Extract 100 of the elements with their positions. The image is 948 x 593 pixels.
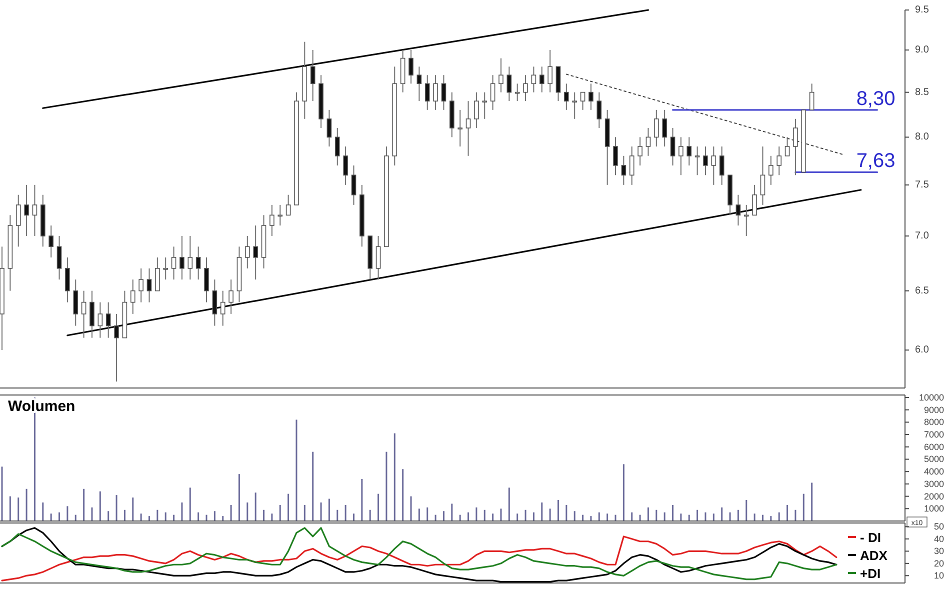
line-series	[1, 536, 838, 582]
candlestick	[416, 66, 422, 102]
y-tick-label: 3000	[924, 478, 944, 489]
candlestick	[474, 92, 479, 128]
candlestick	[638, 136, 642, 166]
candlestick	[196, 246, 201, 280]
candlestick	[760, 146, 766, 206]
y-tick-label: 6.5	[915, 285, 930, 296]
candlestick	[278, 204, 283, 226]
candlestick	[678, 136, 684, 176]
candlestick	[776, 146, 782, 176]
y-tick-label: 4000	[924, 466, 944, 477]
candlestick	[572, 92, 577, 120]
candlestick	[24, 184, 29, 236]
candlestick	[498, 58, 504, 93]
y-tick-label: 6.0	[915, 344, 930, 356]
candlestick	[686, 136, 692, 166]
y-tick-label: 20	[934, 558, 944, 568]
candlestick	[752, 184, 757, 216]
candlestick	[130, 279, 136, 314]
candlestick	[662, 109, 667, 147]
candlestick	[171, 246, 176, 280]
y-tick-label: 8.5	[915, 86, 930, 98]
candlestick	[245, 235, 250, 269]
y-tick-label: 8.0	[915, 132, 930, 143]
candlestick	[629, 146, 634, 186]
candlestick	[719, 146, 724, 186]
y-tick-label: 2000	[924, 491, 944, 502]
y-tick-label: 50	[934, 522, 944, 532]
candlestick	[310, 50, 316, 102]
candlestick	[48, 224, 54, 258]
candlestick	[73, 279, 78, 326]
candlestick	[580, 92, 586, 110]
annotation: 7,63	[856, 150, 896, 172]
candlestick	[694, 146, 700, 176]
candlestick	[564, 83, 569, 110]
candlestick	[506, 66, 512, 102]
candlestick	[458, 109, 462, 147]
candlestick	[163, 256, 168, 280]
y-tick-label: 7.5	[915, 179, 930, 190]
candlestick	[326, 109, 332, 147]
candlestick	[613, 136, 618, 176]
candlestick	[90, 290, 94, 338]
candlestick	[744, 204, 749, 236]
candlestick	[482, 92, 488, 120]
candlestick	[138, 268, 144, 303]
y-tick-label: 7.0	[915, 230, 930, 242]
legend-label: - DI	[860, 530, 881, 545]
y-tick-label: 1000	[924, 504, 944, 514]
y-tick-label: 40	[934, 534, 944, 544]
y-tick-label: 10	[934, 570, 944, 581]
legend-label: ADX	[860, 548, 888, 563]
candlestick	[539, 66, 544, 93]
candlestick	[65, 256, 70, 303]
candlestick	[212, 279, 218, 326]
candlestick	[531, 66, 536, 93]
y-tick-label: 7000	[924, 430, 944, 440]
candlestick	[204, 256, 209, 303]
candlestick	[351, 164, 356, 206]
candlestick	[286, 194, 291, 216]
candlestick	[736, 194, 741, 226]
y-tick-label: 9000	[924, 404, 944, 415]
candlestick	[253, 224, 258, 280]
y-tick-label: 9.5	[915, 4, 930, 16]
candlestick	[16, 194, 21, 248]
candlestick	[188, 235, 193, 280]
candlestick	[703, 146, 708, 176]
candlestick	[408, 50, 414, 84]
y-tick-label: 10000	[918, 392, 944, 402]
candlestick	[621, 155, 626, 186]
candlestick	[424, 74, 430, 110]
candlestick	[155, 256, 160, 292]
y-tick-label: 9.0	[915, 44, 930, 56]
candlestick	[270, 204, 274, 236]
annotation: 8,30	[856, 88, 896, 110]
candlestick	[98, 302, 103, 338]
candlestick	[56, 235, 62, 280]
y-tick-label: 30	[934, 546, 944, 556]
candlestick	[809, 83, 814, 110]
legend-label: +DI	[860, 566, 881, 581]
candlestick	[768, 155, 774, 186]
candlestick	[114, 313, 119, 382]
candlestick	[490, 74, 496, 110]
y-tick-label: 5000	[924, 454, 944, 464]
candlestick	[106, 302, 111, 338]
candlestick	[433, 74, 438, 110]
candlestick	[523, 74, 528, 102]
candlestick	[670, 127, 676, 166]
y-tick-label: 8000	[924, 417, 944, 428]
candlestick	[548, 50, 552, 93]
candlestick	[466, 100, 471, 156]
candlestick	[180, 235, 184, 280]
candlestick	[793, 118, 798, 176]
candlestick	[32, 184, 38, 236]
candlestick	[784, 136, 790, 156]
candlestick	[146, 268, 152, 303]
y-tick-label: 6000	[924, 442, 944, 452]
candlestick	[334, 127, 340, 166]
candlestick	[81, 290, 86, 338]
candlestick	[654, 109, 659, 147]
